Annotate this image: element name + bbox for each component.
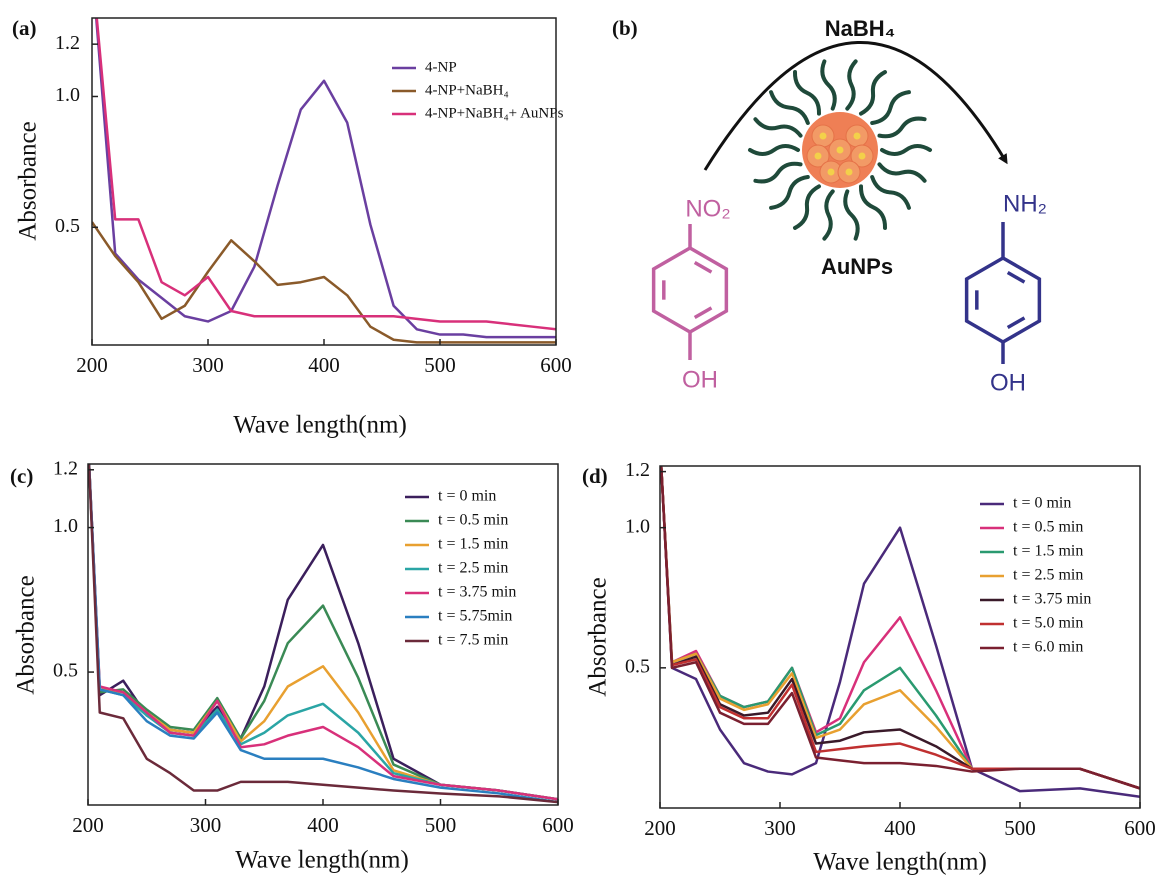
x-tick-label: 400 [308, 353, 340, 377]
gold-highlight [828, 169, 835, 176]
legend-label: t = 1.5 min [438, 536, 508, 553]
ligand [824, 191, 832, 238]
y-tick-label: 0.5 [625, 655, 650, 677]
ligand [845, 191, 857, 238]
ligand [795, 186, 819, 228]
gold-highlight [820, 133, 827, 140]
gold-highlight [837, 147, 844, 154]
ligand [879, 119, 924, 137]
panel-label: (c) [10, 464, 33, 488]
x-tick-label: 300 [764, 816, 796, 840]
gold-highlight [859, 153, 866, 160]
panel-label: (d) [582, 464, 608, 488]
x-tick-label: 200 [76, 353, 108, 377]
y-tick-label: 1.0 [55, 84, 80, 106]
x-tick-label: 500 [1004, 816, 1036, 840]
double-bond [1008, 318, 1025, 328]
gold-highlight [854, 133, 861, 140]
ligand [861, 186, 885, 228]
x-axis-title: Wave length(nm) [235, 847, 409, 874]
gold-highlight [846, 169, 853, 176]
y-tick-label: 1.2 [53, 457, 78, 479]
ligand [755, 164, 800, 182]
figure: (b) NaBH₄ AuNPs NO₂ OH NH₂ OH 4-NP 4-NP+N… [0, 0, 1155, 877]
x-tick-label: 600 [542, 813, 574, 837]
ligand [872, 177, 909, 208]
legend-label: 4-NP+NaBH₄+ AuNPs [425, 105, 564, 121]
y-tick-label: 0.5 [55, 215, 80, 237]
plot-frame [92, 18, 556, 345]
legend-label: t = 5.0 min [1013, 615, 1083, 632]
y-axis-title: Absorbance [585, 577, 612, 696]
catalyst: AuNPs [821, 254, 893, 279]
ligand [771, 92, 808, 123]
y-axis-title: Absorbance [13, 575, 40, 694]
x-tick-label: 200 [644, 816, 676, 840]
x-axis-title: Wave length(nm) [233, 412, 407, 439]
y-tick-label: 1.0 [625, 515, 650, 537]
legend-label: t = 0.5 min [438, 512, 508, 529]
reactant-group: NO₂ [685, 195, 730, 222]
ligand [755, 119, 800, 135]
y-axis-title: Absorbance [15, 121, 42, 240]
y-tick-label: 1.2 [625, 459, 650, 481]
legend-label: t = 7.5 min [438, 632, 508, 649]
y-tick-label: 0.5 [53, 660, 78, 682]
x-tick-label: 600 [1124, 816, 1155, 840]
x-tick-label: 300 [190, 813, 222, 837]
line-series [92, 0, 556, 337]
ligand [879, 164, 924, 180]
legend-label: t = 3.75 min [438, 584, 516, 601]
chart-panel: t = 0 min t = 0.5 min t = 1.5 min t = 2.5 m… [582, 444, 1155, 876]
ligand [795, 72, 819, 114]
legend-label: 4-NP+NaBH₄ [425, 82, 509, 98]
legend-label: t = 6.0 min [1013, 639, 1083, 656]
panel-label: (b) [612, 16, 638, 40]
ligand [771, 177, 808, 208]
ligand [882, 146, 930, 154]
gold-highlight [815, 153, 822, 160]
legend-label: t = 0 min [1013, 495, 1071, 512]
chart-panel: t = 0 min t = 0.5 min t = 1.5 min t = 2.5 m… [10, 441, 574, 874]
ligand [861, 72, 885, 114]
x-tick-label: 600 [540, 353, 572, 377]
legend-label: t = 1.5 min [1013, 543, 1083, 560]
nanoparticle [750, 61, 930, 238]
x-tick-label: 500 [425, 813, 457, 837]
double-bond [1008, 272, 1025, 282]
ligand [822, 61, 834, 108]
x-tick-label: 300 [192, 353, 224, 377]
panel-label: (a) [12, 16, 37, 40]
product-group: NH₂ [1003, 190, 1047, 217]
legend-label: t = 2.5 min [438, 560, 508, 577]
legend-label: 4-NP [425, 59, 457, 75]
molecules [654, 222, 1040, 364]
reactant-hydroxyl: OH [682, 366, 718, 393]
product-hydroxyl: OH [990, 369, 1026, 396]
x-tick-label: 500 [424, 353, 456, 377]
legend-label: t = 3.75 min [1013, 591, 1091, 608]
legend-label: t = 5.75min [438, 608, 512, 625]
x-tick-label: 400 [307, 813, 339, 837]
double-bond [695, 262, 712, 272]
double-bond [695, 308, 712, 318]
ligand [750, 146, 798, 154]
x-tick-label: 400 [884, 816, 916, 840]
reagent: NaBH₄ [825, 16, 895, 41]
reaction-diagram: (b) NaBH₄ AuNPs NO₂ OH NH₂ OH [612, 16, 1047, 397]
legend-label: t = 2.5 min [1013, 567, 1083, 584]
y-tick-label: 1.0 [53, 515, 78, 537]
legend-label: t = 0.5 min [1013, 519, 1083, 536]
ligand [872, 92, 909, 123]
x-tick-label: 200 [72, 813, 104, 837]
chart-panel: 4-NP 4-NP+NaBH₄ 4-NP+NaBH₄+ AuNPs 200 300 400… [12, 0, 572, 439]
line-series [92, 0, 556, 329]
x-axis-title: Wave length(nm) [813, 849, 987, 876]
legend-label: t = 0 min [438, 488, 496, 505]
plot-frame [660, 466, 1140, 808]
y-tick-label: 1.2 [55, 32, 80, 54]
ligand [847, 61, 855, 108]
